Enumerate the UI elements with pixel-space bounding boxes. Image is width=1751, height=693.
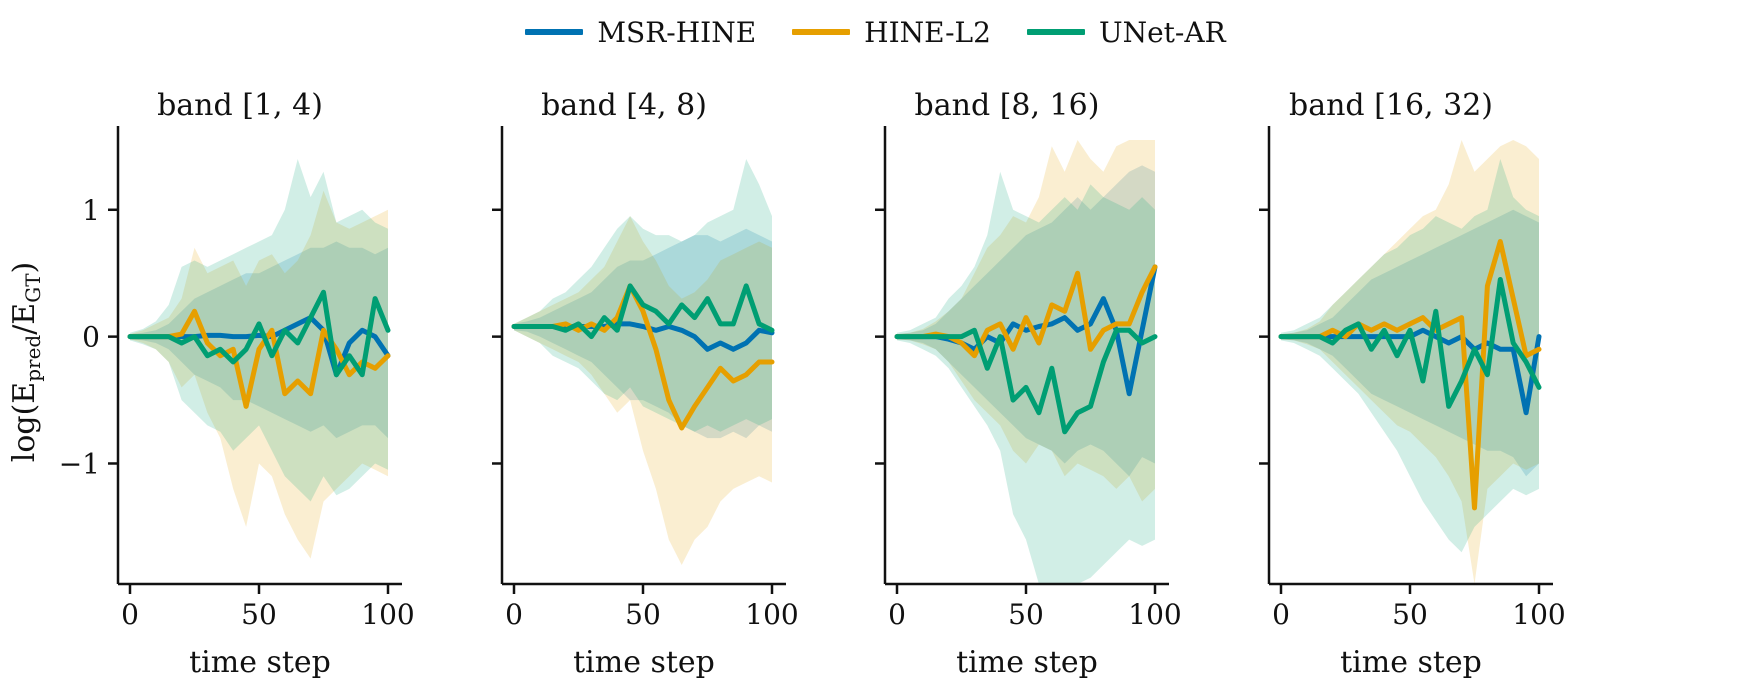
panel-1-ytick-label-2: 0	[82, 321, 100, 354]
panel-1: band [1, 4) 1 0 −1 0 50 100 time step	[59, 88, 415, 680]
legend-swatch-hine-l2	[792, 29, 851, 35]
panel-3-line-unet-ar	[894, 327, 1158, 435]
legend-label-hine-l2: HINE-L2	[864, 15, 991, 49]
panel-2: band [4, 8) 0 50 100 time step	[492, 88, 799, 680]
panel-4-line-hine-l2	[1278, 239, 1542, 511]
panel-1-ytick-label-3: −1	[59, 447, 100, 480]
panel-4-xtick-label-3: 100	[1512, 598, 1565, 631]
panel-1-xtick-label-3: 100	[361, 598, 414, 631]
legend-item-unet-ar: UNet-AR	[1026, 15, 1226, 49]
panel-4-line-unet-ar	[1278, 277, 1542, 409]
panel-2-line-unet-ar	[511, 283, 775, 340]
panel-4-x-axis-label: time step	[1340, 645, 1482, 680]
panel-3-xtick-label-3: 100	[1128, 598, 1181, 631]
legend-item-hine-l2: HINE-L2	[792, 16, 991, 49]
panel-2-x-axis-label: time step	[573, 645, 715, 680]
panel-3-xtick-label-1: 0	[888, 598, 906, 631]
panel-2-xtick-label-1: 0	[505, 598, 523, 631]
panel-4-band-msr-hine	[1281, 209, 1539, 477]
panel-4: band [16, 32) 0 50 100 time step	[1259, 88, 1566, 680]
panel-1-title: band [1, 4)	[157, 88, 323, 123]
legend-swatch-msr-hine	[525, 29, 584, 35]
legend-item-msr-hine: MSR-HINE	[525, 16, 756, 49]
panel-3-x-axis-label: time step	[956, 645, 1098, 680]
panel-1-xtick-label-1: 0	[121, 598, 139, 631]
panel-4-xtick-label-1: 0	[1272, 598, 1290, 631]
panel-4-title: band [16, 32)	[1289, 88, 1493, 123]
panel-4-xtick-label-2: 50	[1392, 598, 1428, 631]
panel-1-line-unet-ar	[127, 289, 391, 378]
panel-3: band [8, 16) 0 50 100 time step	[875, 88, 1182, 680]
legend-label-msr-hine: MSR-HINE	[597, 15, 757, 49]
panel-1-band-hine-l2	[130, 190, 388, 559]
y-axis-label: log(Epred/EGT)	[7, 262, 45, 463]
panel-3-title: band [8, 16)	[915, 88, 1100, 123]
panel-1-ytick-label-1: 1	[82, 194, 100, 227]
legend-swatch-unet-ar	[1026, 29, 1085, 35]
panel-2-xtick-label-3: 100	[745, 598, 798, 631]
panel-1-xtick-label-2: 50	[241, 598, 277, 631]
panel-1-x-axis-label: time step	[189, 645, 331, 680]
panel-2-band-unet-ar	[514, 159, 772, 432]
panel-3-band-unet-ar	[897, 171, 1155, 584]
legend-label-unet-ar: UNet-AR	[1098, 15, 1226, 49]
panel-2-xtick-label-2: 50	[625, 598, 661, 631]
legend: MSR-HINE HINE-L2 UNet-AR	[0, 12, 1751, 52]
panel-4-band-unet-ar	[1281, 159, 1539, 553]
panel-3-xtick-label-2: 50	[1008, 598, 1044, 631]
panel-2-title: band [4, 8)	[541, 88, 707, 123]
